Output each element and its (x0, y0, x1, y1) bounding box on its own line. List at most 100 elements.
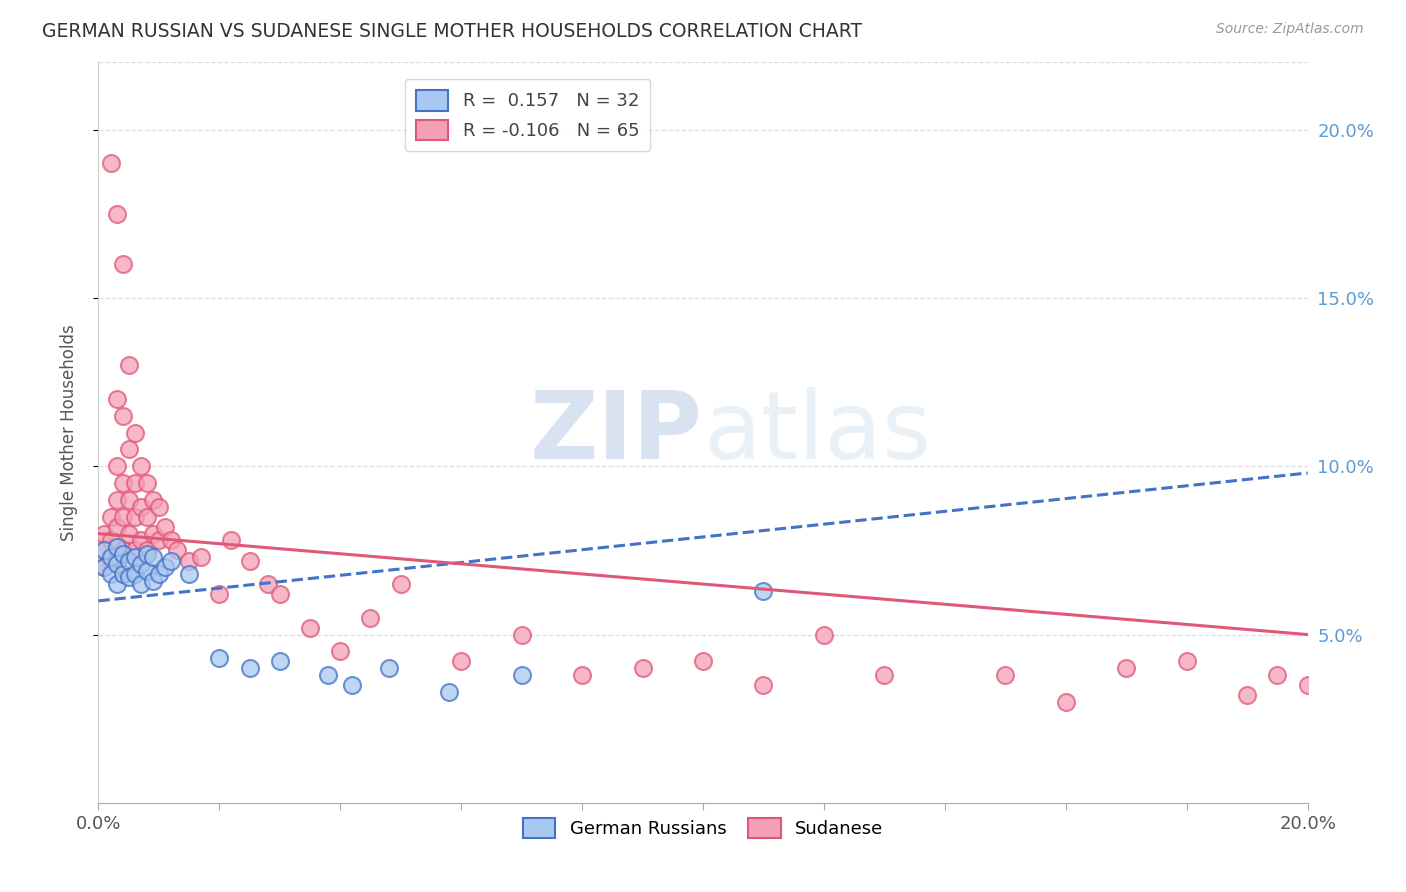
Point (692, 655, 714, 669)
Point (153, 520, 176, 534)
Point (100, 550, 122, 565)
Point (100, 553, 122, 567)
Point (111, 476, 134, 491)
Point (129, 533, 152, 548)
Point (256, 577, 278, 591)
Point (100, 566, 122, 581)
Point (208, 587, 231, 601)
Point (510, 627, 533, 641)
Point (1054, 695, 1077, 709)
Point (111, 509, 134, 524)
Point (118, 359, 141, 373)
Point (135, 543, 157, 558)
Point (105, 520, 128, 534)
Point (105, 207, 128, 221)
Point (631, 661, 654, 675)
Point (752, 678, 775, 692)
Point (93, 543, 115, 558)
Point (111, 257, 134, 271)
Point (135, 476, 157, 491)
Point (873, 668, 896, 682)
Point (377, 661, 399, 675)
Point (124, 476, 146, 491)
Point (100, 156, 122, 170)
Point (813, 627, 835, 641)
Point (450, 655, 472, 669)
Point (118, 492, 141, 507)
Point (124, 543, 146, 558)
Point (129, 577, 152, 591)
Point (1296, 678, 1319, 692)
Point (100, 509, 122, 524)
Point (510, 668, 533, 682)
Point (360, 610, 382, 624)
Point (299, 621, 322, 635)
Point (111, 543, 134, 558)
Point (124, 550, 146, 565)
Point (1236, 688, 1258, 702)
Point (111, 409, 134, 423)
Point (148, 566, 170, 581)
Point (1175, 655, 1198, 669)
Point (118, 442, 141, 457)
Point (93, 560, 115, 574)
Point (124, 425, 146, 440)
Point (208, 651, 231, 665)
Text: ZIP: ZIP (530, 386, 703, 479)
Point (269, 655, 291, 669)
Point (1267, 668, 1289, 682)
Point (93, 560, 115, 574)
Point (124, 566, 146, 581)
Point (105, 540, 128, 554)
Text: GERMAN RUSSIAN VS SUDANESE SINGLE MOTHER HOUSEHOLDS CORRELATION CHART: GERMAN RUSSIAN VS SUDANESE SINGLE MOTHER… (42, 22, 862, 41)
Point (129, 459, 152, 474)
Point (129, 500, 152, 514)
Point (105, 492, 128, 507)
Point (389, 577, 412, 591)
Point (100, 533, 122, 548)
Point (160, 553, 183, 567)
Point (93, 543, 115, 558)
Point (142, 526, 165, 541)
Point (437, 685, 460, 699)
Point (190, 550, 212, 565)
Point (994, 668, 1017, 682)
Point (179, 553, 201, 567)
Point (118, 570, 141, 584)
Text: Source: ZipAtlas.com: Source: ZipAtlas.com (1216, 22, 1364, 37)
Y-axis label: Single Mother Households: Single Mother Households (59, 325, 77, 541)
Point (93, 526, 115, 541)
Point (105, 550, 128, 565)
Point (142, 574, 165, 588)
Point (118, 526, 141, 541)
Point (135, 564, 157, 578)
Legend: German Russians, Sudanese: German Russians, Sudanese (516, 810, 890, 846)
Point (239, 553, 262, 567)
Point (316, 668, 339, 682)
Point (148, 500, 170, 514)
Point (1115, 661, 1137, 675)
Point (221, 533, 243, 548)
Point (166, 543, 188, 558)
Point (329, 644, 352, 658)
Point (105, 577, 128, 591)
Point (142, 550, 165, 565)
Point (135, 509, 157, 524)
Point (160, 533, 183, 548)
Point (752, 583, 775, 598)
Point (342, 678, 364, 692)
Point (179, 566, 201, 581)
Point (111, 566, 134, 581)
Point (239, 661, 262, 675)
Point (105, 459, 128, 474)
Point (105, 392, 128, 406)
Point (124, 509, 146, 524)
Text: atlas: atlas (703, 386, 931, 479)
Point (571, 668, 593, 682)
Point (269, 587, 291, 601)
Point (135, 547, 157, 561)
Point (111, 547, 134, 561)
Point (142, 492, 165, 507)
Point (129, 557, 152, 571)
Point (148, 533, 170, 548)
